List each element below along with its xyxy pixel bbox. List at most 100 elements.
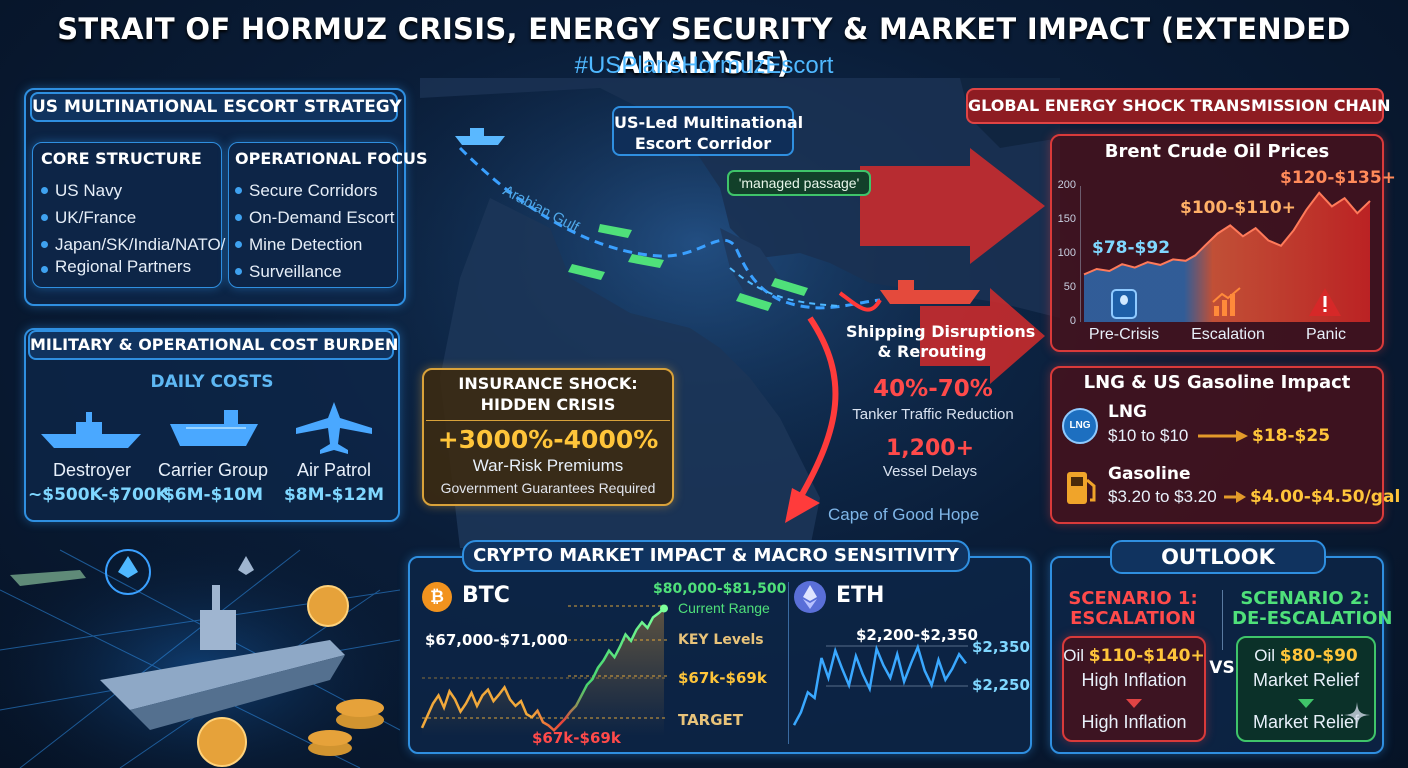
brent-y-tick: 100 [1050, 247, 1076, 259]
ethereum-icon [793, 580, 827, 614]
corridor-label-line2: Escort Corridor [614, 133, 792, 154]
core-structure-list: US Navy UK/France Japan/SK/India/NATO/ R… [39, 177, 225, 278]
arrow-right-icon [1222, 489, 1248, 505]
scenario1-title-line1: SCENARIO 1: [1060, 588, 1206, 610]
scenario2-line2: Market Relief [1236, 670, 1376, 691]
btc-range-label: $67,000-$71,000 [425, 631, 568, 649]
scenario1-oil-prefix: Oil [1063, 646, 1089, 665]
operational-focus-title: OPERATIONAL FOCUS [235, 149, 428, 168]
list-item: Surveillance [233, 258, 395, 285]
list-item: UK/France [39, 204, 225, 231]
eth-name: ETH [836, 583, 884, 608]
crypto-title: CRYPTO MARKET IMPACT & MACRO SENSITIVITY [462, 540, 970, 572]
brent-chart-title: Brent Crude Oil Prices [1050, 141, 1384, 162]
oil-barrel-icon [1108, 286, 1140, 322]
core-structure-title: CORE STRUCTURE [41, 149, 202, 168]
air-patrol-label: Air Patrol [278, 460, 390, 481]
lng-to: $18-$25 [1252, 426, 1330, 446]
vs-divider [1222, 590, 1223, 650]
btc-high-label: $80,000-$81,500 [653, 581, 786, 597]
cape-label: Cape of Good Hope [828, 505, 979, 525]
brent-y-tick: 50 [1050, 281, 1076, 293]
traffic-reduction-value: 40%-70% [850, 376, 1016, 402]
btc-key-levels: KEY Levels [678, 632, 764, 648]
scenario1-oil-value: $110-$140+ [1089, 646, 1205, 666]
carrier-icon [166, 400, 262, 456]
scenario1-title-line2: ESCALATION [1060, 608, 1206, 630]
down-arrow-icon [1296, 697, 1316, 709]
gasoline-label: Gasoline [1108, 464, 1191, 484]
eth-chart [790, 632, 970, 742]
btc-current-range: Current Range [678, 600, 770, 616]
list-item: On-Demand Escort [233, 204, 395, 231]
insurance-label: War-Risk Premiums [422, 456, 674, 476]
traffic-reduction-label: Tanker Traffic Reduction [840, 406, 1026, 423]
vs-label: VS [1206, 658, 1238, 678]
escort-strategy-title: US MULTINATIONAL ESCORT STRATEGY [30, 92, 398, 122]
sparkle-icon [1342, 700, 1372, 730]
scenario1-line3: High Inflation [1062, 712, 1206, 733]
brent-range-panic: $120-$135+ [1280, 168, 1396, 188]
brent-x-label: Escalation [1180, 326, 1276, 344]
cost-burden-title: MILITARY & OPERATIONAL COST BURDEN [28, 330, 394, 360]
brent-x-label: Panic [1284, 326, 1368, 344]
brent-y-tick: 200 [1050, 179, 1076, 191]
core-structure-box: CORE STRUCTURE US Navy UK/France Japan/S… [32, 142, 222, 288]
list-item: Mine Detection [233, 231, 395, 258]
arrow-right-icon [1196, 428, 1250, 444]
destroyer-label: Destroyer [30, 460, 154, 481]
aircraft-icon [294, 398, 374, 456]
btc-current-point [660, 604, 668, 612]
shipping-title-line1: Shipping Disruptions [846, 322, 1018, 342]
gasoline-to: $4.00-$4.50/gal [1250, 487, 1400, 507]
energy-chain-title: GLOBAL ENERGY SHOCK TRANSMISSION CHAIN [966, 88, 1384, 124]
chart-up-icon [1210, 286, 1244, 320]
escort-corridor-label: US-Led Multinational Escort Corridor [612, 106, 794, 156]
scenario2-oil-value: $80-$90 [1280, 646, 1358, 666]
insurance-title-line2: HIDDEN CRISIS [422, 395, 674, 415]
scenario2-oil: Oil $80-$90 [1236, 646, 1376, 666]
list-item: Secure Corridors [233, 177, 395, 204]
outlook-title: OUTLOOK [1110, 540, 1326, 574]
btc-chart [418, 596, 680, 746]
destroyer-cost: ~$500K-$700K [28, 485, 156, 505]
btc-target-label: TARGET [678, 711, 743, 729]
brent-range-escalation: $100-$110+ [1180, 198, 1296, 218]
insurance-note: Government Guarantees Required [422, 480, 674, 496]
carrier-label: Carrier Group [156, 460, 270, 481]
brent-y-tick: 0 [1050, 315, 1076, 327]
vessel-delay-label: Vessel Delays [860, 463, 1000, 480]
brent-y-tick: 150 [1050, 213, 1076, 225]
shipping-disruptions: Shipping Disruptions & Rerouting [846, 322, 1018, 362]
scenario1-line2: High Inflation [1062, 670, 1206, 691]
operational-focus-list: Secure Corridors On-Demand Escort Mine D… [233, 177, 395, 285]
insurance-title-line1: INSURANCE SHOCK: [422, 374, 674, 394]
shipping-title-line2: & Rerouting [846, 342, 1018, 362]
scenario1-oil: Oil $110-$140+ [1062, 646, 1206, 666]
btc-low-label: $67k-$69k [532, 729, 621, 747]
lng-from: $10 to $10 [1108, 426, 1188, 446]
scenario2-oil-prefix: Oil [1254, 646, 1280, 665]
lng-icon: LNG [1062, 408, 1098, 444]
scenario2-title-line2: DE-ESCALATION [1232, 608, 1378, 630]
daily-costs-subtitle: DAILY COSTS [24, 372, 400, 392]
btc-support-label: $67k-$69k [678, 669, 767, 687]
warning-icon [1308, 286, 1342, 318]
destroyer-icon [36, 404, 146, 454]
navy-crypto-illustration [0, 530, 400, 768]
eth-range-label: $2,200-$2,350 [856, 626, 978, 644]
lng-label: LNG [1108, 402, 1147, 422]
btc-area [422, 608, 664, 736]
operational-focus-box: OPERATIONAL FOCUS Secure Corridors On-De… [228, 142, 398, 288]
gasoline-from: $3.20 to $3.20 [1108, 487, 1217, 507]
list-item: Regional Partners [39, 256, 225, 278]
scenario2-title-line1: SCENARIO 2: [1232, 588, 1378, 610]
list-item: Japan/SK/India/NATO/ [39, 231, 225, 256]
brent-x-label: Pre-Crisis [1078, 326, 1170, 344]
lng-panel-title: LNG & US Gasoline Impact [1050, 372, 1384, 393]
brent-range-precrisis: $78-$92 [1092, 238, 1170, 258]
gas-pump-icon [1064, 468, 1098, 508]
managed-passage-bubble: 'managed passage' [727, 170, 871, 196]
corridor-label-line1: US-Led Multinational [614, 112, 792, 133]
crypto-divider [788, 582, 789, 744]
